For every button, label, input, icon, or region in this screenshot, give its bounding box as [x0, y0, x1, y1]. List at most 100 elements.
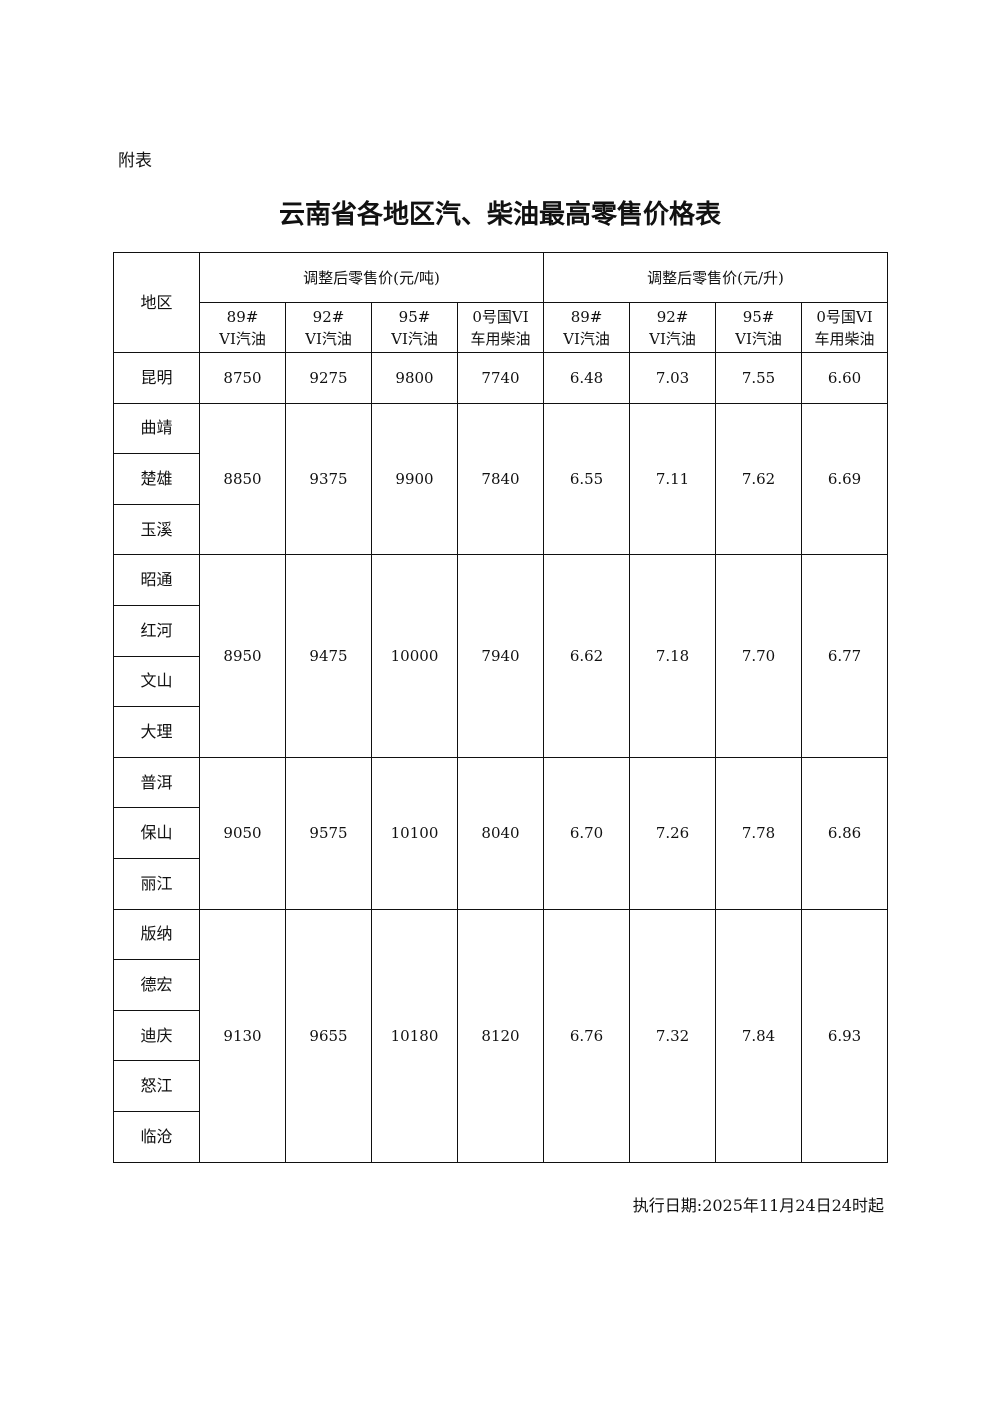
page-title: 云南省各地区汽、柴油最高零售价格表: [278, 200, 721, 230]
price-cell: 8950: [199, 554, 286, 758]
fuel-header: 95# VI汽油: [371, 302, 458, 353]
fuel-header-line: 95#: [398, 307, 431, 326]
region-cell: 普洱: [113, 756, 200, 809]
annex-label: 附表: [118, 151, 152, 171]
region-cell: 保山: [113, 807, 200, 859]
price-table: 地区 调整后零售价(元/吨) 调整后零售价(元/升) 89# VI汽油 92# VI汽…: [113, 252, 889, 1163]
price-cell: 6.93: [801, 908, 889, 1163]
region-cell: 曲靖: [113, 402, 200, 455]
table-row: 迪庆: [113, 1009, 888, 1062]
table-row: 德宏: [113, 959, 888, 1011]
table-row: 玉溪: [113, 503, 888, 556]
price-cell: 10100: [371, 756, 458, 910]
table-row: 临沧: [113, 1110, 888, 1163]
region-cell: 迪庆: [113, 1009, 200, 1062]
table-row: 保山: [113, 807, 888, 859]
price-cell: 7.03: [629, 352, 717, 404]
fuel-header-line: VI汽油: [305, 329, 352, 348]
region-cell: 德宏: [113, 959, 200, 1011]
fuel-header-line: 0号国VI: [472, 307, 529, 326]
fuel-header-line: VI汽油: [735, 329, 782, 348]
price-cell: 6.48: [543, 352, 631, 404]
table-row: 昭通 8950 9475 10000 7940 6.62 7.18 7.70 6.77: [113, 554, 889, 758]
fuel-header-line: VI汽油: [649, 329, 696, 348]
price-cell: 6.55: [543, 402, 631, 556]
price-cell: 9050: [199, 756, 286, 910]
price-cell: 8120: [456, 908, 545, 1163]
fuel-header-line: 0号国VI: [816, 307, 873, 326]
fuel-header-line: VI汽油: [219, 329, 266, 348]
price-cell: 6.76: [543, 908, 631, 1163]
price-cell: 7840: [456, 402, 545, 556]
price-cell: 7940: [456, 554, 545, 758]
price-cell: 9375: [285, 402, 372, 556]
price-cell: 7.18: [629, 554, 717, 758]
price-cell: 7.70: [715, 554, 803, 758]
table-row: 文山: [113, 655, 888, 708]
table-row: 丽江: [113, 857, 888, 910]
price-cell: 7.26: [629, 756, 717, 910]
price-cell: 7.32: [629, 908, 717, 1163]
region-cell: 怒江: [113, 1060, 200, 1112]
price-cell: 10180: [371, 908, 458, 1163]
price-cell: 7.78: [715, 756, 803, 910]
group-header-per-ton: 调整后零售价(元/吨): [198, 252, 545, 303]
table-row: 普洱 9050 9575 10100 8040 6.70 7.26 7.78 6.86: [113, 756, 889, 910]
fuel-header-line: 89#: [570, 307, 603, 326]
effective-date: 执行日期:2025年11月24日24时起: [632, 1196, 884, 1215]
price-cell: 6.77: [801, 554, 889, 758]
fuel-header-line: 车用柴油: [814, 329, 875, 348]
fuel-header-line: 92#: [656, 307, 689, 326]
price-cell: 6.69: [801, 402, 889, 556]
fuel-header-line: 92#: [312, 307, 345, 326]
group-header-per-liter: 调整后零售价(元/升): [543, 252, 889, 303]
region-cell: 临沧: [113, 1110, 200, 1163]
region-cell: 文山: [113, 655, 200, 708]
fuel-header: 89# VI汽油: [543, 302, 631, 353]
region-cell: 昭通: [113, 554, 200, 606]
fuel-header-line: 89#: [226, 307, 259, 326]
region-cell: 玉溪: [113, 503, 200, 556]
price-cell: 9800: [371, 352, 458, 404]
region-cell: 大理: [113, 706, 200, 758]
price-cell: 9475: [285, 554, 372, 758]
table-row: 昆明 8750 9275 9800 7740 6.48 7.03 7.55 6.60: [113, 352, 889, 404]
table-row: 版纳 9130 9655 10180 8120 6.76 7.32 7.84 6.93: [113, 908, 889, 1163]
price-cell: 6.70: [543, 756, 631, 910]
price-cell: 9575: [285, 756, 372, 910]
region-cell: 红河: [113, 604, 200, 657]
table-row: 大理: [113, 706, 888, 758]
fuel-header: 95# VI汽油: [715, 302, 803, 353]
region-cell: 版纳: [113, 908, 200, 961]
price-cell: 9275: [285, 352, 372, 404]
fuel-header-line: VI汽油: [563, 329, 610, 348]
fuel-header-line: 95#: [742, 307, 775, 326]
price-cell: 9130: [199, 908, 286, 1163]
fuel-header-line: 车用柴油: [470, 329, 531, 348]
price-cell: 8040: [456, 756, 545, 910]
price-cell: 7.11: [629, 402, 717, 556]
price-cell: 7.55: [715, 352, 803, 404]
region-cell: 楚雄: [113, 453, 200, 505]
fuel-header: 0号国VI 车用柴油: [456, 302, 545, 353]
price-cell: 6.60: [801, 352, 889, 404]
table-row: 怒江: [113, 1060, 888, 1112]
fuel-header: 92# VI汽油: [629, 302, 717, 353]
table-row: 曲靖 8850 9375 9900 7840 6.55 7.11 7.62 6.69: [113, 402, 889, 556]
region-header: 地区: [113, 252, 200, 353]
region-cell: 丽江: [113, 857, 200, 910]
price-cell: 9655: [285, 908, 372, 1163]
fuel-header: 0号国VI 车用柴油: [801, 302, 889, 353]
region-cell: 昆明: [113, 352, 200, 404]
fuel-header-line: VI汽油: [391, 329, 438, 348]
fuel-header: 92# VI汽油: [285, 302, 372, 353]
price-cell: 7.62: [715, 402, 803, 556]
price-cell: 8850: [199, 402, 286, 556]
price-cell: 6.86: [801, 756, 889, 910]
price-cell: 7740: [456, 352, 545, 404]
table-row: 楚雄: [113, 453, 888, 505]
price-cell: 6.62: [543, 554, 631, 758]
price-cell: 8750: [199, 352, 286, 404]
price-cell: 9900: [371, 402, 458, 556]
fuel-header: 89# VI汽油: [199, 302, 286, 353]
